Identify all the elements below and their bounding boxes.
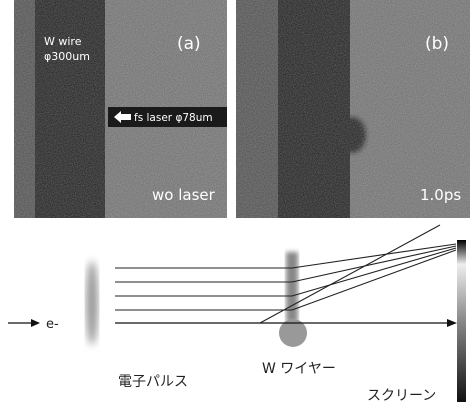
caption: 1.0ps [420,186,461,204]
panel-b: (b) 1.0ps [236,0,470,218]
caption: wo laser [152,186,216,204]
wire-label: W wire [44,35,82,48]
wire-size: φ300um [44,50,90,63]
panel-label: (a) [177,34,201,54]
diagram: e- 電子パルス W ワイヤー スクリーン [8,225,466,404]
pulse-label: 電子パルス [118,374,188,390]
wire-label: W ワイヤー [262,361,336,377]
panel-label: (b) [425,34,449,54]
panel-a: W wire φ300um (a) fs laser φ78um wo lase… [14,0,227,218]
screen-label: スクリーン [367,388,436,404]
electron-label: e- [46,317,59,332]
laser-label: fs laser φ78um [134,112,213,124]
figure: W wire φ300um (a) fs laser φ78um wo lase… [0,0,470,407]
